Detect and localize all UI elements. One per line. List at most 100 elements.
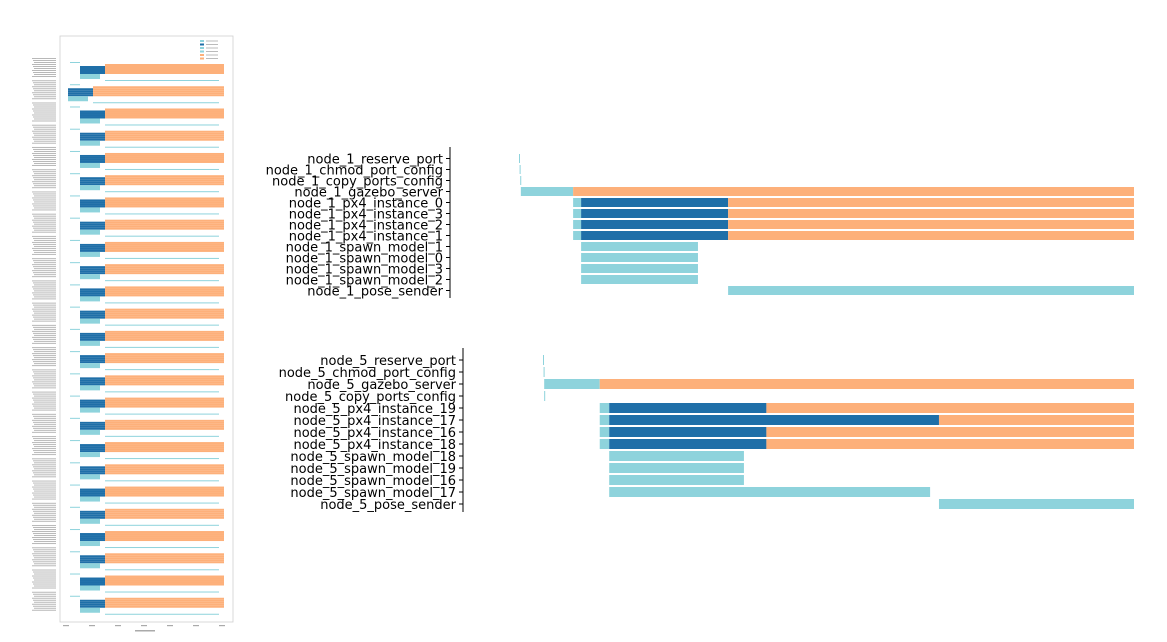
overview-bar [105, 512, 224, 515]
overview-bar [80, 227, 105, 230]
overview-tick-label [33, 415, 56, 417]
overview-tick-label [33, 338, 56, 340]
overview-tick-label [32, 219, 56, 221]
overview-tick-label [32, 520, 56, 522]
overview-tick-label [34, 118, 56, 120]
overview-bar [70, 284, 80, 286]
overview-bar [80, 288, 105, 291]
overview-bar [105, 302, 219, 304]
overview-bar [105, 266, 224, 269]
overview-tick-label [34, 379, 56, 381]
task-label: node_5_spawn_model_19 [290, 462, 456, 477]
overview-tick-label [32, 470, 56, 472]
overview-bar [105, 221, 224, 224]
overview-bar [105, 338, 224, 341]
overview-bar [80, 225, 105, 228]
overview-tick-label [32, 375, 56, 377]
overview-tick-label [32, 302, 56, 304]
overview-group [32, 391, 224, 415]
overview-bar [105, 112, 224, 115]
overview-bar [105, 446, 224, 449]
overview-legend [200, 40, 218, 60]
overview-x-tick [141, 625, 147, 627]
overview-bar [70, 217, 80, 219]
overview-tick-label [34, 140, 56, 142]
overview-tick-label [32, 108, 56, 110]
overview-bar [80, 316, 105, 319]
overview-tick-label [32, 591, 56, 593]
overview-bar [80, 181, 105, 184]
overview-tick-label [33, 444, 56, 446]
overview-bar [105, 183, 224, 186]
overview-bar [105, 435, 219, 437]
overview-bar [105, 219, 224, 222]
overview-tick-label [33, 393, 56, 395]
overview-bar [70, 173, 80, 175]
overview-tick-label [33, 355, 56, 357]
overview-bar [105, 225, 224, 228]
overview-tick-label [34, 474, 56, 476]
overview-tick-label [32, 213, 56, 215]
overview-bar [105, 213, 219, 215]
overview-bar [80, 401, 105, 404]
overview-tick-label [32, 86, 56, 88]
overview-bar [80, 336, 105, 339]
overview-bar [105, 488, 224, 491]
overview-tick-label [34, 601, 56, 603]
overview-tick-label [34, 462, 56, 464]
overview-tick-label [34, 185, 56, 187]
overview-group [32, 413, 224, 437]
gantt-bar-setup [543, 367, 545, 377]
gantt-bar-px4 [581, 198, 729, 207]
overview-tick-label [34, 551, 56, 553]
task-label: node_5_reserve_port [320, 354, 456, 369]
task-label: node_1_px4_instance_3 [289, 208, 443, 223]
overview-tick-label [32, 409, 56, 411]
overview-bar [105, 579, 224, 582]
overview-tick-label [32, 64, 56, 65]
overview-tick-label [34, 223, 56, 225]
overview-tick-label [32, 298, 56, 300]
overview-tick-label [33, 110, 56, 112]
overview-tick-label [32, 181, 56, 183]
overview-bar [80, 266, 105, 269]
overview-tick-label [32, 280, 56, 282]
overview-bar [70, 529, 80, 531]
overview-bar [105, 353, 224, 356]
overview-tick-label [33, 371, 56, 373]
overview-bar [105, 357, 224, 360]
overview-bar [105, 508, 224, 511]
overview-bar [105, 468, 224, 471]
overview-bar [105, 591, 219, 593]
overview-bar [105, 268, 224, 271]
overview-bar [105, 423, 224, 426]
overview-bar [105, 280, 219, 282]
overview-bar [105, 458, 219, 460]
overview-tick-label [33, 88, 56, 90]
overview-tick-label [32, 330, 56, 332]
overview-bar [105, 547, 219, 549]
gantt-bar-setup [581, 264, 698, 273]
task-label: node_5_spawn_model_16 [290, 474, 456, 489]
overview-tick-label [32, 197, 56, 199]
overview-tick-label [34, 112, 56, 114]
overview-tick-label [32, 553, 56, 555]
overview-bar [105, 603, 224, 606]
overview-tick-label [33, 138, 56, 140]
overview-tick-label [34, 401, 56, 403]
overview-tick-label [32, 543, 56, 545]
overview-tick-label [33, 510, 56, 512]
gantt-bar-setup [609, 451, 744, 461]
overview-bar [80, 245, 105, 248]
overview-bar [70, 595, 80, 597]
overview-bar [105, 181, 224, 184]
overview-bar [105, 272, 224, 275]
overview-tick-label [33, 171, 56, 173]
overview-tick-label [34, 239, 56, 241]
overview-bar [105, 314, 224, 317]
overview-bar [105, 108, 224, 111]
overview-bar [80, 221, 105, 224]
overview-tick-label [32, 169, 56, 171]
overview-tick-label [32, 286, 56, 288]
overview-bar [105, 577, 224, 580]
